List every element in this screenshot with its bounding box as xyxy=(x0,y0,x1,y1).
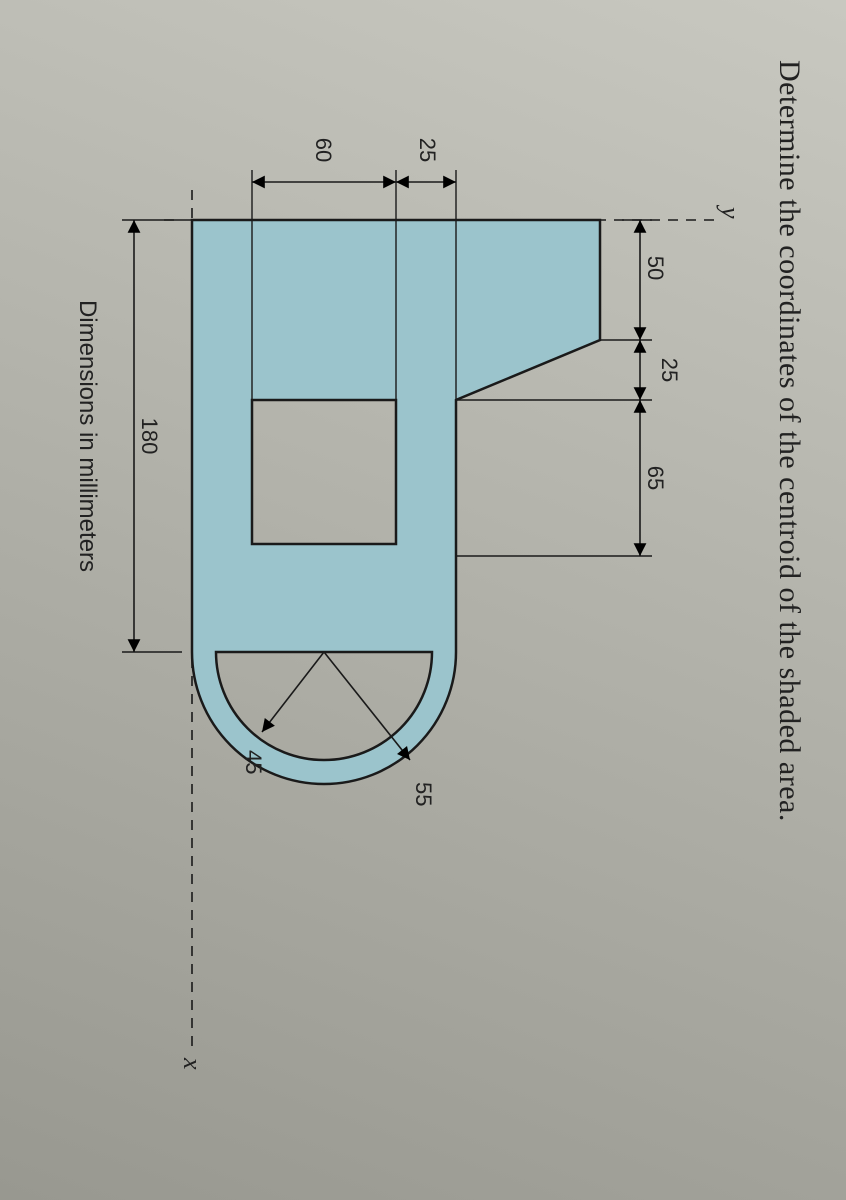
dim-45: 45 xyxy=(241,750,266,774)
y-axis-label: y xyxy=(716,204,745,219)
caption: Dimensions in millimeters xyxy=(74,300,101,572)
page-title: Determine the coordinates of the centroi… xyxy=(772,60,806,1140)
dim-55: 55 xyxy=(411,782,436,806)
dim-50: 50 xyxy=(643,256,668,280)
x-axis-label: x xyxy=(178,1057,207,1070)
diagram-svg: y x 50 25 xyxy=(32,60,752,1140)
figure-container: y x 50 25 xyxy=(32,60,752,1140)
dim-180: 180 xyxy=(137,418,162,455)
dim-25-top: 25 xyxy=(657,358,682,382)
dim-25-left: 25 xyxy=(415,138,440,162)
dim-65: 65 xyxy=(643,466,668,490)
dim-60: 60 xyxy=(311,138,336,162)
